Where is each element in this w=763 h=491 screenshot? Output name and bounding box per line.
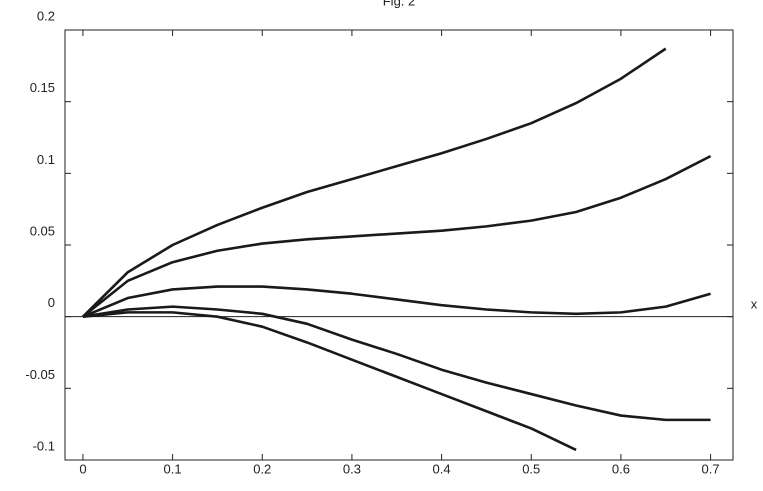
line-series xyxy=(82,154,712,318)
y-tick-label: 0.15 xyxy=(30,80,55,95)
plot-frame xyxy=(64,29,734,461)
line-series xyxy=(82,305,711,422)
x-tick-label: 0.1 xyxy=(164,461,182,476)
x-tick-label: 0.2 xyxy=(253,461,271,476)
y-tick-label: -0.05 xyxy=(25,367,55,382)
y-tick-label: 0 xyxy=(48,295,55,310)
y-tick-label: 0.1 xyxy=(37,152,55,167)
line-series xyxy=(82,47,667,318)
x-tick-label: 0.4 xyxy=(433,461,451,476)
line-series xyxy=(82,285,711,318)
x-tick-label: 0 xyxy=(79,461,86,476)
x-axis-label: x xyxy=(751,296,758,311)
x-tick-label: 0.6 xyxy=(612,461,630,476)
y-tick-label: 0.05 xyxy=(30,223,55,238)
y-tick-label: 0.2 xyxy=(37,8,55,23)
x-tick-label: 0.3 xyxy=(343,461,361,476)
x-tick-label: 0.7 xyxy=(702,461,720,476)
x-tick-label: 0.5 xyxy=(522,461,540,476)
line-series xyxy=(82,311,577,452)
chart-title: Fig. 2 xyxy=(383,0,416,8)
y-tick-label: -0.1 xyxy=(33,438,55,453)
